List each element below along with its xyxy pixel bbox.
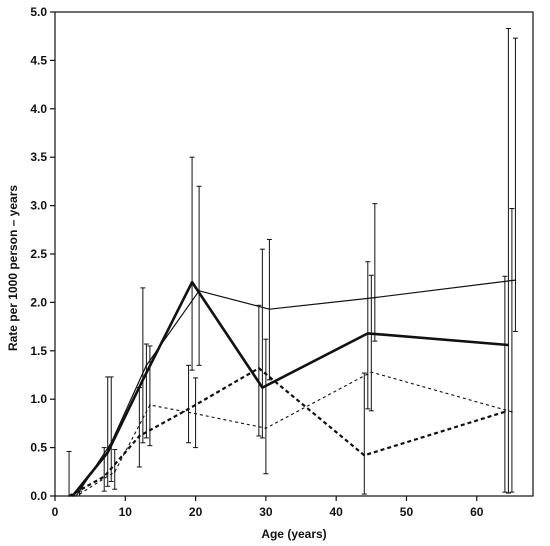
data-point [363, 454, 366, 457]
data-point [514, 279, 517, 281]
data-point [149, 404, 151, 406]
data-point [511, 410, 513, 413]
data-point [504, 410, 506, 413]
data-point [142, 379, 144, 381]
data-point [187, 408, 190, 410]
data-point [103, 475, 106, 478]
error-bar [365, 261, 371, 410]
data-point [268, 308, 271, 310]
data-point [138, 435, 141, 437]
y-tick-label: 4.5 [30, 53, 47, 67]
data-point [261, 386, 264, 389]
data-point [78, 493, 81, 495]
series-line [71, 280, 509, 497]
error-bar [105, 376, 111, 487]
x-tick-label: 50 [400, 505, 414, 519]
data-point [258, 367, 260, 370]
data-point [113, 471, 116, 473]
data-point [374, 296, 376, 299]
error-bar [193, 377, 199, 449]
data-point [68, 495, 70, 497]
data-point [194, 412, 197, 415]
error-bar [368, 274, 374, 412]
data-point [75, 495, 77, 497]
error-bar [263, 338, 269, 475]
y-axis-title: Rate per 1000 person – years [6, 185, 20, 351]
y-tick-label: 2.5 [30, 247, 47, 261]
y-tick-label: 3.5 [30, 150, 47, 164]
plot-area [54, 11, 534, 497]
data-point [370, 371, 373, 373]
error-bar [66, 450, 72, 497]
y-tick-label: 4.0 [30, 102, 47, 116]
error-bar [502, 275, 508, 493]
x-tick-label: 30 [259, 505, 273, 519]
x-tick-label: 0 [52, 505, 59, 519]
series-thick-solid [71, 27, 511, 497]
data-point [507, 344, 510, 346]
error-bar [505, 27, 511, 494]
data-point [191, 281, 193, 283]
data-point [106, 451, 109, 454]
x-tick-label: 10 [119, 505, 133, 519]
y-tick-label: 3.0 [30, 199, 47, 213]
series-line [68, 367, 506, 497]
error-bar [143, 343, 149, 439]
x-axis-title: Age (years) [261, 527, 326, 541]
y-tick-label: 1.0 [30, 392, 47, 406]
error-bar [372, 203, 378, 342]
y-tick-label: 0.0 [30, 489, 47, 503]
error-bar [512, 37, 518, 332]
error-bar [196, 185, 202, 366]
series-thick-dashed [66, 275, 508, 497]
error-bar [140, 287, 146, 444]
y-tick-label: 1.5 [30, 344, 47, 358]
x-tick-label: 40 [329, 505, 343, 519]
error-bar [256, 304, 262, 437]
y-axis: 0.0 0.5 1.0 1.5 2.0 2.5 3.0 3.5 4.0 4.5 5.0 [30, 5, 55, 503]
x-axis: 0 10 20 30 40 50 60 [52, 496, 484, 519]
series-thin-solid [75, 37, 518, 497]
series-thin-dashed [77, 208, 515, 497]
x-tick-label: 60 [470, 505, 484, 519]
y-tick-label: 5.0 [30, 5, 47, 19]
data-point [265, 427, 267, 430]
error-bar [112, 449, 118, 490]
error-bar [108, 376, 114, 482]
data-point [110, 441, 113, 444]
error-bar [259, 248, 265, 439]
data-point [198, 289, 200, 292]
data-point [71, 495, 74, 497]
error-bar [136, 387, 142, 468]
error-bar [509, 208, 515, 493]
error-bar [186, 364, 192, 444]
y-tick-label: 2.0 [30, 295, 47, 309]
data-point [145, 364, 148, 367]
series-layer [66, 27, 518, 497]
x-tick-label: 20 [189, 505, 203, 519]
data-point [367, 332, 369, 335]
series-line [75, 279, 516, 497]
error-bar [189, 156, 195, 371]
y-tick-label: 0.5 [30, 441, 47, 455]
error-bar [101, 447, 107, 492]
error-bar [147, 345, 153, 447]
error-bar [361, 372, 367, 495]
